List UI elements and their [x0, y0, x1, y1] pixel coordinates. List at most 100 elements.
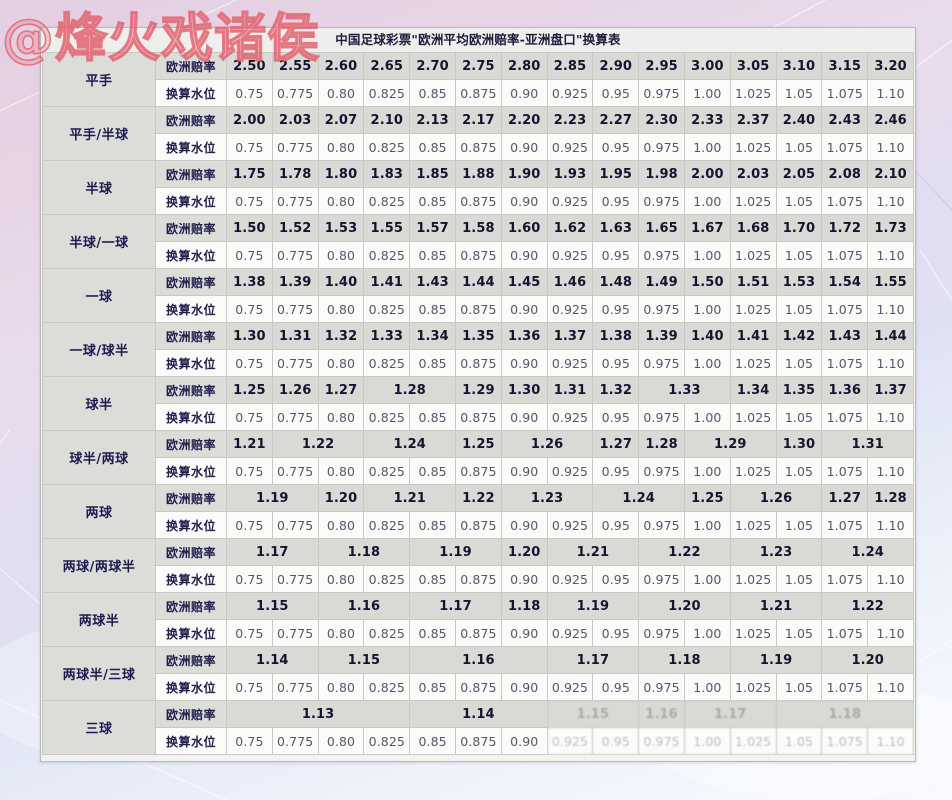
odds-cell: 1.31 [822, 431, 913, 457]
water-cell: 0.925 [547, 242, 593, 268]
odds-cell: 2.23 [547, 107, 593, 133]
odds-cell: 2.75 [455, 53, 501, 79]
odds-cell: 3.10 [776, 53, 822, 79]
water-cell: 1.10 [868, 728, 913, 754]
table-row: 换算水位 0.75 0.775 0.80 0.825 0.85 0.875 0.90 0.925… [43, 80, 913, 106]
water-cell: 0.925 [547, 566, 593, 592]
table-row: 一球 欧洲赔率 1.38 1.39 1.40 1.41 1.43 1.44 1.45 1.46 1.… [43, 269, 913, 322]
odds-cell: 1.25 [684, 485, 730, 511]
odds-cell: 1.35 [455, 323, 501, 349]
odds-cell: 2.43 [822, 107, 868, 133]
row-kind-label-odds: 欧洲赔率 [156, 161, 226, 187]
water-cell: 0.95 [593, 728, 639, 754]
water-cell: 0.90 [501, 458, 547, 484]
water-cell: 1.025 [730, 350, 776, 376]
water-cell: 1.075 [822, 404, 868, 430]
water-cell: 0.875 [455, 350, 501, 376]
water-cell: 0.775 [272, 512, 318, 538]
water-cell: 1.075 [822, 80, 868, 106]
water-cell: 1.00 [684, 566, 730, 592]
handicap-label: 平手/半球 [43, 107, 155, 160]
table-row: 换算水位 0.75 0.775 0.80 0.825 0.85 0.875 0.90 0.925… [43, 566, 913, 592]
row-kind-label-odds: 欧洲赔率 [156, 431, 226, 457]
water-cell: 0.90 [501, 620, 547, 646]
water-cell: 1.05 [776, 134, 822, 160]
odds-cell: 1.72 [822, 215, 868, 241]
odds-cell: 1.17 [410, 593, 501, 619]
odds-cell: 2.37 [730, 107, 776, 133]
water-cell: 0.80 [318, 512, 364, 538]
water-cell: 0.85 [410, 296, 455, 322]
water-cell: 1.00 [684, 512, 730, 538]
odds-cell: 1.53 [318, 215, 364, 241]
water-cell: 0.80 [318, 404, 364, 430]
odds-cell: 1.20 [318, 485, 364, 511]
water-cell: 0.75 [227, 404, 272, 430]
odds-cell: 1.83 [364, 161, 410, 187]
water-cell: 0.75 [227, 566, 272, 592]
water-cell: 0.825 [364, 512, 410, 538]
odds-cell: 2.65 [364, 53, 410, 79]
water-cell: 1.05 [776, 620, 822, 646]
water-cell: 0.775 [272, 242, 318, 268]
table-row: 平手/半球 欧洲赔率 2.00 2.03 2.07 2.10 2.13 2.17 2.20 2.2… [43, 107, 913, 160]
water-cell: 0.80 [318, 134, 364, 160]
odds-cell: 1.38 [593, 323, 639, 349]
odds-cell: 3.00 [684, 53, 730, 79]
odds-cell: 1.23 [501, 485, 593, 511]
water-cell: 0.925 [547, 350, 593, 376]
row-kind-label-water: 换算水位 [156, 188, 226, 214]
table-row: 半球/一球 欧洲赔率 1.50 1.52 1.53 1.55 1.57 1.58 1.60 1.6… [43, 215, 913, 268]
handicap-label: 球半 [43, 377, 155, 430]
odds-cell: 2.10 [364, 107, 410, 133]
water-cell: 0.825 [364, 566, 410, 592]
row-kind-label-water: 换算水位 [156, 728, 226, 754]
water-cell: 0.875 [455, 674, 501, 700]
water-cell: 1.10 [868, 242, 913, 268]
odds-cell: 1.49 [639, 269, 684, 295]
water-cell: 0.90 [501, 188, 547, 214]
water-cell: 0.85 [410, 80, 455, 106]
water-cell: 1.075 [822, 566, 868, 592]
odds-cell: 1.26 [730, 485, 822, 511]
odds-cell: 1.36 [822, 377, 868, 403]
odds-cell: 1.36 [501, 323, 547, 349]
odds-cell: 1.54 [822, 269, 868, 295]
water-cell: 1.10 [868, 296, 913, 322]
table-row: 换算水位 0.75 0.775 0.80 0.825 0.85 0.875 0.90 0.925… [43, 350, 913, 376]
odds-cell: 1.58 [455, 215, 501, 241]
odds-cell: 1.43 [822, 323, 868, 349]
water-cell: 1.00 [684, 728, 730, 754]
water-cell: 0.95 [593, 404, 639, 430]
odds-cell: 1.21 [364, 485, 455, 511]
water-cell: 0.875 [455, 512, 501, 538]
water-cell: 0.825 [364, 674, 410, 700]
water-cell: 0.80 [318, 620, 364, 646]
water-cell: 1.025 [730, 674, 776, 700]
table-row: 换算水位 0.75 0.775 0.80 0.825 0.85 0.875 0.90 0.925… [43, 134, 913, 160]
water-cell: 0.925 [547, 728, 593, 754]
water-cell: 0.95 [593, 350, 639, 376]
water-cell: 1.05 [776, 728, 822, 754]
water-cell: 0.925 [547, 458, 593, 484]
odds-cell: 1.16 [318, 593, 410, 619]
water-cell: 0.90 [501, 512, 547, 538]
odds-cell: 1.16 [410, 647, 547, 673]
water-cell: 1.05 [776, 458, 822, 484]
water-cell: 0.75 [227, 350, 272, 376]
water-cell: 1.025 [730, 296, 776, 322]
water-cell: 0.875 [455, 134, 501, 160]
water-cell: 0.925 [547, 134, 593, 160]
odds-cell: 1.27 [593, 431, 639, 457]
water-cell: 0.85 [410, 350, 455, 376]
odds-cell: 1.29 [455, 377, 501, 403]
odds-cell: 1.70 [776, 215, 822, 241]
row-kind-label-odds: 欧洲赔率 [156, 647, 226, 673]
water-cell: 0.875 [455, 458, 501, 484]
water-cell: 1.10 [868, 620, 913, 646]
water-cell: 0.95 [593, 620, 639, 646]
water-cell: 0.95 [593, 566, 639, 592]
water-cell: 0.75 [227, 296, 272, 322]
water-cell: 1.00 [684, 80, 730, 106]
odds-cell: 1.63 [593, 215, 639, 241]
